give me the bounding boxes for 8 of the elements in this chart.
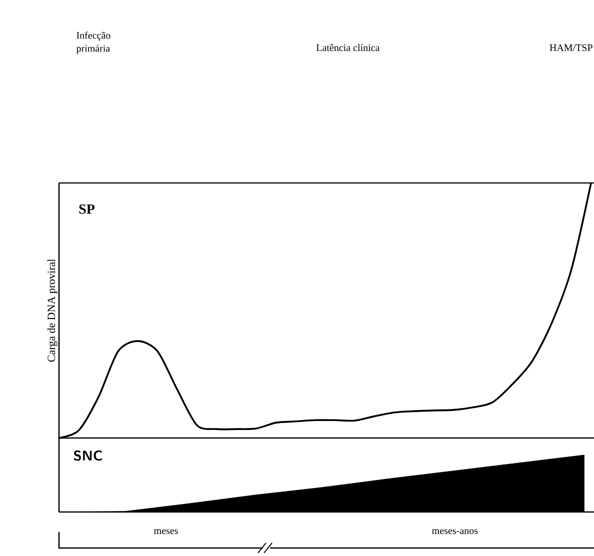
chart-title: SNC xyxy=(74,450,102,461)
text: Infecção primária xyxy=(76,32,110,54)
text: Latência clínica xyxy=(316,44,380,52)
y-axis-title: Carga de DNA proviral xyxy=(47,259,58,362)
text: meses-anos xyxy=(432,529,478,534)
text: SP xyxy=(79,204,95,214)
text: meses xyxy=(154,529,178,534)
text: HAM/TSP xyxy=(550,44,592,52)
